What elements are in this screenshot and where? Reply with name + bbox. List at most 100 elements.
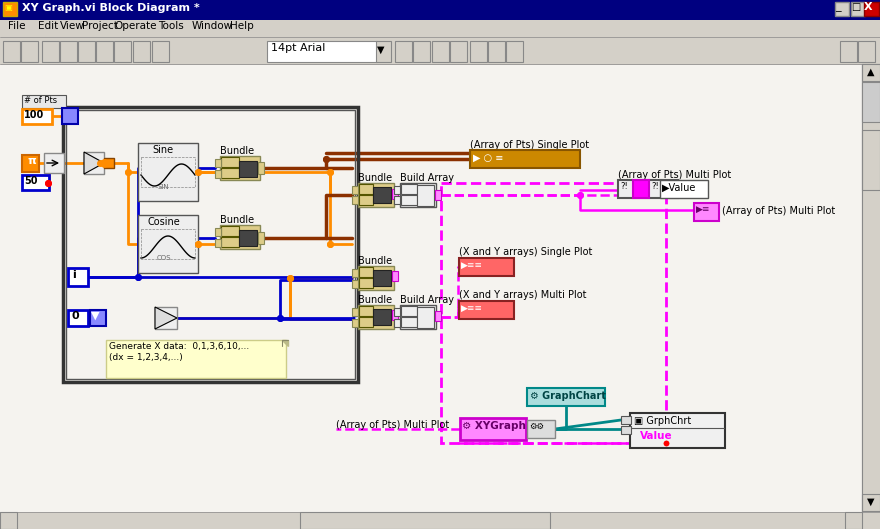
Polygon shape	[155, 307, 177, 329]
Bar	[114, 41, 131, 62]
Bar	[221, 168, 239, 178]
Text: 14pt Arial: 14pt Arial	[271, 43, 326, 53]
Bar	[3, 41, 20, 62]
Bar	[373, 270, 391, 286]
Text: Bundle: Bundle	[220, 215, 254, 225]
Text: c J: c J	[360, 268, 368, 274]
Text: XY Graph.vi Block Diagram *: XY Graph.vi Block Diagram *	[22, 3, 200, 13]
Bar	[215, 228, 221, 236]
Bar	[141, 157, 195, 187]
Bar	[221, 237, 239, 247]
Text: c J: c J	[360, 196, 368, 202]
Text: X: X	[864, 2, 873, 12]
Bar	[459, 301, 514, 319]
Text: View: View	[60, 21, 84, 31]
Bar	[215, 159, 221, 167]
Text: Sine: Sine	[152, 145, 173, 155]
Bar	[400, 183, 436, 207]
Bar	[858, 41, 875, 62]
Bar	[68, 268, 88, 286]
Bar	[862, 82, 880, 122]
Bar	[376, 41, 391, 62]
Bar	[215, 239, 221, 247]
Text: □·*: □·*	[402, 318, 414, 324]
Text: ■: ■	[635, 182, 644, 192]
Text: Bundle: Bundle	[358, 256, 392, 266]
Text: ▶ ○ ≡: ▶ ○ ≡	[473, 153, 503, 163]
Bar	[358, 305, 394, 329]
Bar	[401, 306, 417, 316]
Text: □·*: □·*	[402, 185, 414, 191]
Text: ▶≡≡: ▶≡≡	[461, 261, 483, 270]
Bar	[460, 418, 526, 440]
Bar	[63, 107, 358, 382]
Bar	[352, 319, 358, 327]
Bar	[66, 110, 355, 379]
Bar	[527, 420, 555, 438]
Bar	[621, 416, 631, 424]
Text: 100: 100	[24, 110, 44, 120]
Bar	[22, 95, 66, 108]
Text: →: →	[374, 272, 384, 282]
Text: COS: COS	[157, 255, 172, 261]
Bar	[358, 266, 394, 290]
Text: ▶≡≡: ▶≡≡	[461, 304, 483, 313]
Text: (Array of Pts) Multi Plot: (Array of Pts) Multi Plot	[618, 170, 731, 180]
Text: _: _	[835, 2, 840, 12]
Text: ⚙ GraphChart: ⚙ GraphChart	[530, 391, 605, 401]
Bar	[470, 150, 580, 168]
Bar	[62, 108, 78, 124]
Bar	[400, 305, 436, 329]
Bar	[68, 310, 88, 326]
Bar	[633, 180, 649, 198]
Text: Generate X data:  0,1,3,6,10,...: Generate X data: 0,1,3,6,10,...	[109, 342, 249, 351]
Bar	[352, 186, 358, 194]
Bar	[239, 161, 257, 177]
Text: ⚙ XYGraph: ⚙ XYGraph	[462, 421, 526, 431]
Bar	[417, 307, 434, 328]
Bar	[106, 340, 286, 378]
Bar	[267, 41, 377, 62]
Bar	[221, 226, 239, 236]
Text: ⚙⚙: ⚙⚙	[529, 422, 544, 431]
Text: c J: c J	[360, 279, 368, 285]
Bar	[352, 196, 358, 204]
Text: ⊞⊟: ⊞⊟	[418, 312, 432, 321]
Bar	[3, 2, 17, 16]
Bar	[835, 2, 849, 16]
Text: ?!: ?!	[620, 182, 627, 191]
Bar	[215, 170, 221, 178]
Bar	[359, 317, 373, 327]
Bar	[0, 512, 880, 529]
Text: N: N	[65, 109, 73, 119]
Bar	[359, 184, 373, 194]
Bar	[104, 158, 114, 168]
Bar	[392, 310, 398, 320]
Bar	[630, 413, 725, 448]
Bar	[78, 41, 95, 62]
Text: c J: c J	[360, 318, 368, 324]
Text: □·*: □·*	[402, 307, 414, 313]
Bar	[851, 2, 865, 16]
Bar	[352, 269, 358, 277]
Text: Window: Window	[192, 21, 233, 31]
Polygon shape	[282, 340, 288, 346]
Bar	[488, 41, 505, 62]
Bar	[862, 64, 880, 512]
Bar	[0, 64, 862, 512]
Bar	[435, 190, 441, 200]
Text: Bundle: Bundle	[220, 146, 254, 156]
Bar	[96, 41, 113, 62]
Text: Cosine: Cosine	[148, 217, 180, 227]
Bar	[435, 311, 441, 321]
Polygon shape	[84, 152, 104, 174]
Bar	[300, 512, 550, 529]
Bar	[394, 308, 400, 316]
Text: i: i	[72, 270, 76, 280]
Text: Tools: Tools	[158, 21, 184, 31]
Text: ▶≡: ▶≡	[696, 205, 710, 214]
Text: ▼: ▼	[868, 497, 875, 507]
Bar	[141, 229, 195, 259]
Bar	[133, 41, 150, 62]
Bar	[401, 317, 417, 327]
